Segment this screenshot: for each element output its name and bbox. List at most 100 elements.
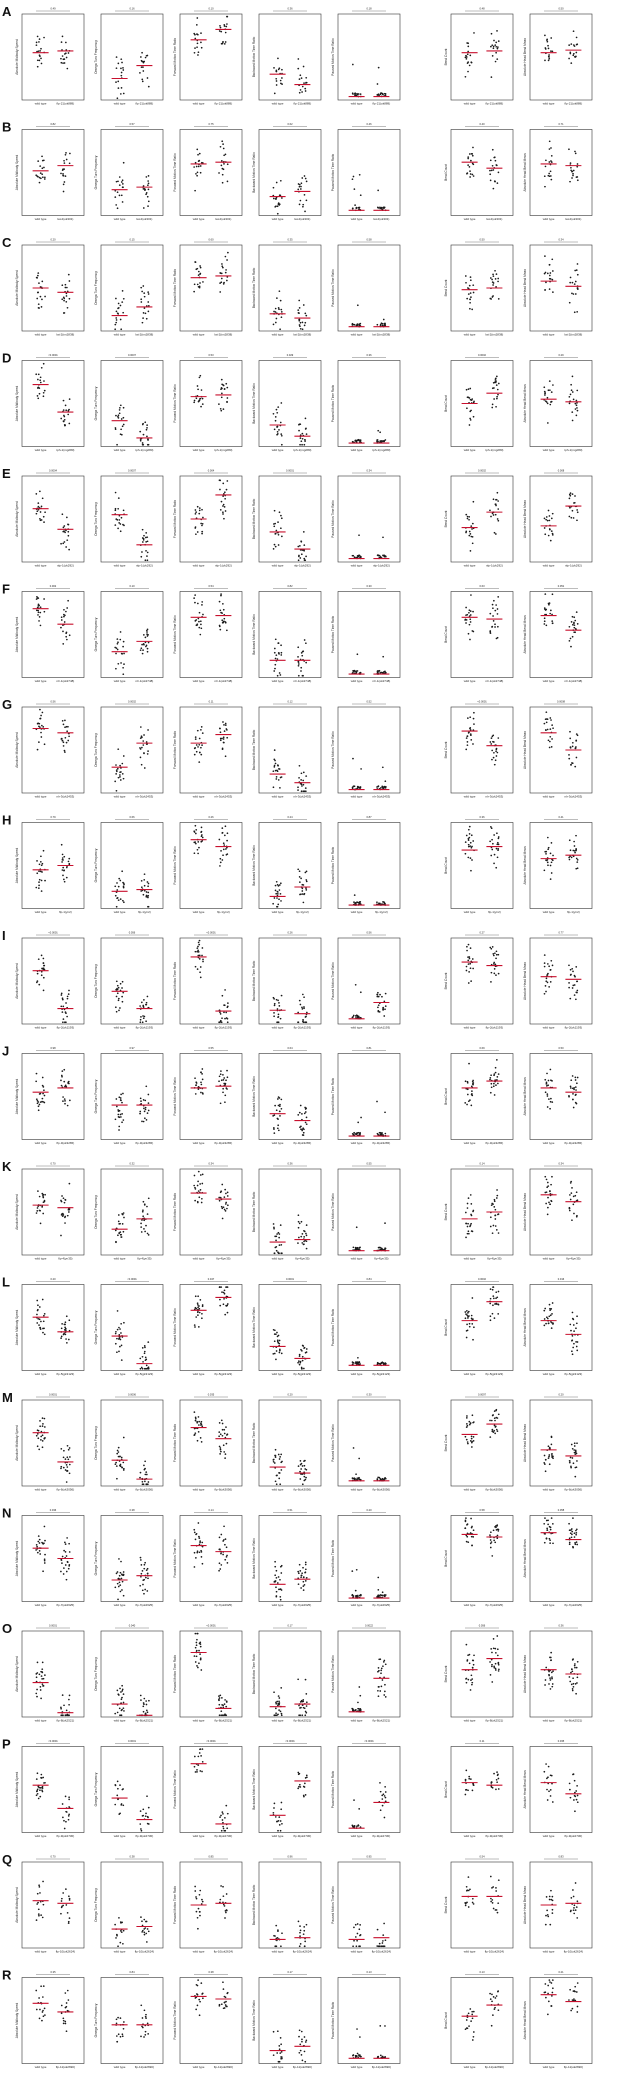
data-point-mutant (142, 70, 145, 72)
data-point-wild-type (43, 1333, 46, 1336)
data-point-wild-type (473, 1326, 475, 1329)
data-point-wild-type (118, 409, 121, 411)
data-point-mutant (62, 630, 64, 633)
x-tick-mutant: lat-2(tm2838) (293, 333, 311, 337)
data-point-wild-type (114, 1006, 117, 1009)
data-point-wild-type (199, 1299, 202, 1301)
data-point-mutant (141, 551, 143, 553)
data-point-mutant (61, 1215, 64, 1217)
data-point-wild-type (465, 388, 468, 391)
panel-letter: C (2, 235, 12, 250)
x-tick-wild-type: wild type (114, 564, 126, 568)
data-point-wild-type (193, 290, 195, 293)
data-point-wild-type (201, 1317, 203, 1320)
data-point-wild-type (548, 56, 550, 58)
data-point-mutant (218, 1569, 220, 1572)
data-point-wild-type (550, 1308, 553, 1310)
data-point-wild-type (42, 362, 45, 365)
data-point-mutant (494, 44, 497, 46)
data-point-wild-type (278, 1351, 281, 1354)
data-point-wild-type (197, 1326, 200, 1328)
p-value-label: 0.56 (50, 700, 56, 704)
data-point-mutant (489, 173, 492, 176)
data-point-mutant (492, 842, 494, 845)
data-point-wild-type (549, 717, 552, 719)
data-point-wild-type (39, 1222, 42, 1225)
data-point-mutant (226, 480, 229, 482)
data-point-wild-type (115, 81, 117, 83)
data-point-mutant (568, 1209, 571, 1212)
data-point-wild-type (116, 889, 119, 891)
data-point-mutant (492, 1304, 494, 1307)
x-tick-wild-type: wild type (543, 1257, 555, 1261)
data-point-mutant (495, 1428, 498, 1431)
data-point-wild-type (277, 1453, 280, 1456)
data-point-wild-type (119, 1097, 122, 1099)
data-point-mutant (147, 1197, 150, 1200)
p-value-label: 0.63 (479, 584, 485, 588)
data-point-wild-type (36, 35, 39, 38)
data-point-mutant (493, 862, 495, 865)
x-tick-wild-type: wild type (543, 910, 555, 914)
data-point-wild-type (200, 1420, 203, 1423)
data-point-wild-type (36, 1433, 39, 1435)
data-point-wild-type (38, 1103, 41, 1106)
data-point-wild-type (278, 290, 281, 293)
data-point-mutant (494, 503, 497, 506)
data-point-mutant (61, 1070, 64, 1072)
p-value-label: 0.11 (209, 700, 214, 704)
plot-frame (529, 129, 593, 216)
data-point-wild-type (114, 196, 117, 198)
data-point-wild-type (278, 1339, 281, 1342)
data-point-wild-type (277, 203, 280, 206)
data-point-wild-type (38, 1542, 41, 1544)
data-point-wild-type (544, 400, 547, 403)
data-point-wild-type (199, 282, 201, 284)
data-point-mutant (571, 1447, 574, 1450)
data-point-wild-type (194, 746, 197, 749)
data-point-wild-type (43, 389, 46, 392)
plot-frame (179, 1168, 243, 1256)
data-point-wild-type (116, 984, 119, 987)
data-point-wild-type (280, 1572, 283, 1574)
data-point-mutant (61, 1011, 64, 1013)
data-point-mutant (140, 763, 143, 766)
data-point-mutant (489, 509, 491, 512)
data-point-wild-type (273, 758, 276, 761)
data-point-wild-type (280, 434, 283, 437)
data-point-mutant (65, 300, 68, 303)
data-point-mutant (147, 200, 150, 203)
data-point-mutant (301, 650, 304, 653)
data-point-wild-type (467, 845, 470, 848)
data-point-wild-type (278, 1005, 281, 1007)
data-point-mutant (384, 94, 387, 97)
data-point-wild-type (551, 532, 554, 535)
p-value-label: 0.0007 (128, 353, 136, 357)
data-point-wild-type (279, 1456, 281, 1458)
data-point-mutant (569, 968, 572, 971)
x-tick-mutant: flp-7(ok2625) (373, 1603, 391, 1607)
data-point-mutant (144, 1561, 146, 1564)
x-tick-wild-type: wild type (464, 448, 476, 452)
y-axis-label: Absolute Midbody Speed (15, 848, 19, 884)
data-point-mutant (64, 1321, 67, 1324)
data-point-wild-type (115, 1461, 117, 1464)
data-point-mutant (67, 1080, 70, 1083)
data-point-wild-type (198, 761, 201, 763)
data-point-mutant (218, 1431, 221, 1434)
data-point-mutant (494, 626, 496, 628)
data-point-wild-type (122, 991, 125, 994)
data-point-mutant (226, 846, 228, 849)
data-point-wild-type (120, 1116, 122, 1118)
data-point-wild-type (470, 1104, 473, 1107)
data-point-mutant (140, 286, 143, 289)
data-point-wild-type (280, 654, 283, 656)
data-point-mutant (141, 1367, 144, 1370)
data-point-mutant (67, 993, 70, 995)
data-point-mutant (493, 1082, 495, 1085)
data-point-mutant (145, 644, 148, 647)
data-point-mutant (222, 266, 224, 269)
